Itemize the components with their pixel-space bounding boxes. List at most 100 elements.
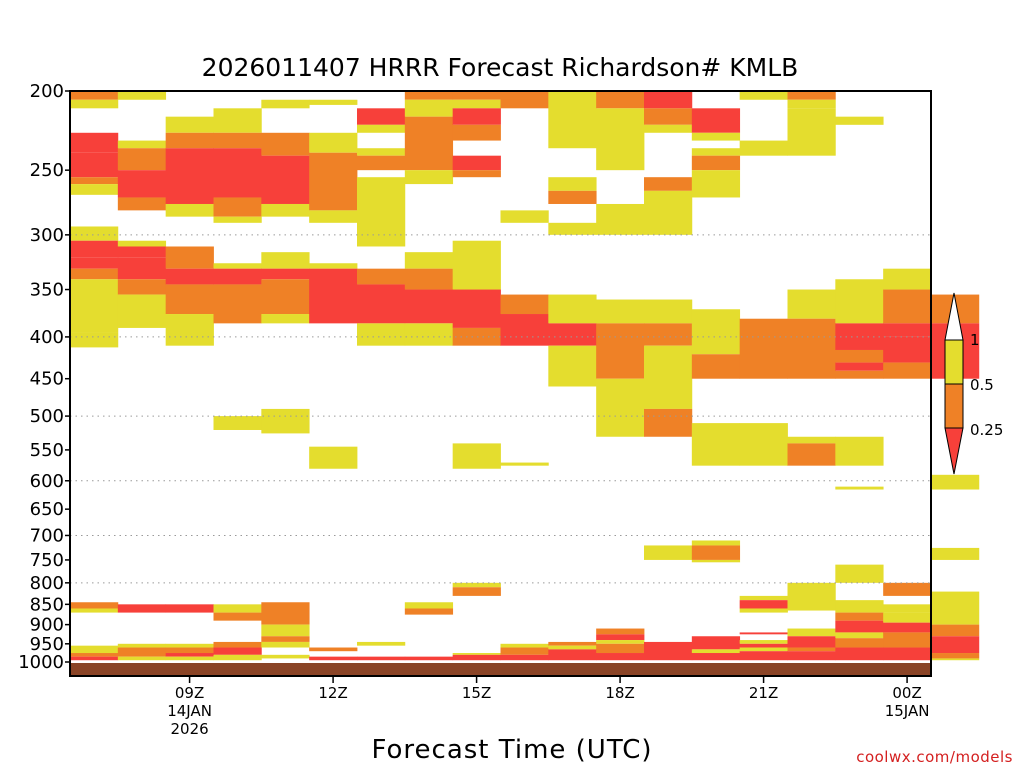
heatmap-cell bbox=[596, 653, 645, 661]
heatmap-cell bbox=[213, 132, 262, 149]
heatmap-cell bbox=[452, 99, 501, 109]
heatmap-cell bbox=[691, 423, 741, 466]
heatmap-cell bbox=[165, 203, 214, 217]
heatmap-cell bbox=[70, 656, 119, 661]
heatmap-cell bbox=[261, 155, 310, 204]
heatmap-cell bbox=[883, 612, 932, 623]
heatmap-cell bbox=[835, 349, 884, 363]
heatmap-cell bbox=[452, 443, 501, 469]
heatmap-cell bbox=[739, 643, 788, 648]
heatmap-cell bbox=[165, 656, 214, 661]
heatmap-cell bbox=[117, 91, 167, 100]
heatmap-cell bbox=[452, 653, 501, 655]
heatmap-cell bbox=[357, 656, 406, 661]
heatmap-cell bbox=[213, 263, 262, 269]
heatmap-cell bbox=[117, 257, 167, 280]
heatmap-cell bbox=[548, 345, 597, 387]
heatmap-cell bbox=[70, 268, 119, 280]
heatmap-cell bbox=[739, 423, 788, 466]
heatmap-cell bbox=[596, 299, 645, 324]
heatmap-cell bbox=[739, 600, 788, 609]
heatmap-cell bbox=[309, 647, 358, 652]
heatmap-cell bbox=[691, 354, 741, 379]
heatmap-cell bbox=[165, 116, 214, 133]
heatmap-cell bbox=[931, 591, 980, 625]
heatmap-cell bbox=[165, 647, 214, 654]
heatmap-cell bbox=[644, 299, 693, 324]
heatmap-cell bbox=[309, 210, 358, 223]
heatmap-cell bbox=[644, 124, 693, 133]
heatmap-cell bbox=[117, 294, 167, 328]
heatmap-cell bbox=[739, 608, 788, 613]
heatmap-cell bbox=[644, 177, 693, 191]
heatmap-cell bbox=[165, 653, 214, 657]
heatmap-cell bbox=[596, 640, 645, 644]
heatmap-cell bbox=[691, 636, 741, 650]
heatmap-cell bbox=[261, 602, 310, 625]
heatmap-cell bbox=[357, 284, 406, 324]
heatmap-cell bbox=[787, 436, 836, 444]
heatmap-cell bbox=[70, 279, 119, 333]
x-tick-label: 09Z bbox=[175, 684, 204, 702]
heatmap-cell bbox=[500, 210, 549, 223]
y-tick-label: 550 bbox=[30, 440, 64, 461]
heatmap-cell bbox=[404, 602, 454, 609]
heatmap-cell bbox=[739, 640, 788, 644]
heatmap-cell bbox=[835, 486, 884, 490]
heatmap-cell bbox=[548, 222, 597, 235]
heatmap-cell bbox=[70, 608, 119, 613]
heatmap-cell bbox=[883, 582, 932, 596]
heatmap-cell bbox=[309, 132, 358, 153]
y-tick-label: 250 bbox=[30, 160, 64, 181]
heatmap-cell bbox=[357, 155, 406, 171]
y-tick-label: 500 bbox=[30, 406, 64, 427]
heatmap-cell bbox=[500, 647, 549, 655]
heatmap-cell bbox=[165, 268, 214, 285]
heatmap-cell bbox=[165, 148, 214, 204]
heatmap-cell bbox=[357, 108, 406, 125]
x-tick-label: 15Z bbox=[462, 684, 491, 702]
y-tick-label: 750 bbox=[30, 550, 64, 571]
heatmap-cell bbox=[500, 654, 549, 661]
heatmap-cell bbox=[691, 148, 741, 156]
heatmap-cell bbox=[835, 279, 884, 324]
heatmap-cell bbox=[835, 370, 884, 379]
heatmap-cell bbox=[117, 246, 167, 258]
heatmap-cell bbox=[357, 323, 406, 346]
heatmap-cell bbox=[70, 132, 119, 153]
heatmap-cell bbox=[739, 647, 788, 652]
heatmap-cell bbox=[883, 632, 932, 648]
heatmap-cell bbox=[691, 170, 741, 198]
heatmap-cell bbox=[452, 289, 501, 328]
y-tick-label: 400 bbox=[30, 327, 64, 348]
heatmap-cell bbox=[452, 654, 501, 661]
heatmap-cell bbox=[835, 638, 884, 648]
heatmap-cell bbox=[165, 643, 214, 648]
heatmap-cell bbox=[357, 268, 406, 285]
heatmap-cell bbox=[213, 604, 262, 613]
heatmap-cell bbox=[117, 148, 167, 171]
heatmap-cell bbox=[835, 632, 884, 639]
heatmap-cell bbox=[691, 649, 741, 654]
y-tick-label: 300 bbox=[30, 225, 64, 246]
credit-text: coolwx.com/models bbox=[856, 748, 1013, 766]
heatmap-cell bbox=[213, 108, 262, 133]
heatmap-cell bbox=[70, 332, 119, 348]
heatmap-cell bbox=[596, 323, 645, 379]
heatmap-cell bbox=[261, 279, 310, 315]
heatmap-cell bbox=[70, 240, 119, 258]
heatmap-cell bbox=[357, 177, 406, 247]
heatmap-cell bbox=[261, 314, 310, 324]
heatmap-cell bbox=[261, 624, 310, 637]
heatmap-cell bbox=[213, 197, 262, 217]
heatmap-cell bbox=[883, 362, 932, 379]
heatmap-cell bbox=[644, 108, 693, 125]
heatmap-cell bbox=[787, 108, 836, 156]
heatmap-cell bbox=[931, 658, 980, 661]
y-tick-label: 800 bbox=[30, 573, 64, 594]
heatmap-cell bbox=[644, 323, 693, 346]
heatmap-cells bbox=[70, 91, 980, 661]
heatmap-cell bbox=[644, 190, 693, 235]
heatmap-cell bbox=[261, 641, 310, 648]
